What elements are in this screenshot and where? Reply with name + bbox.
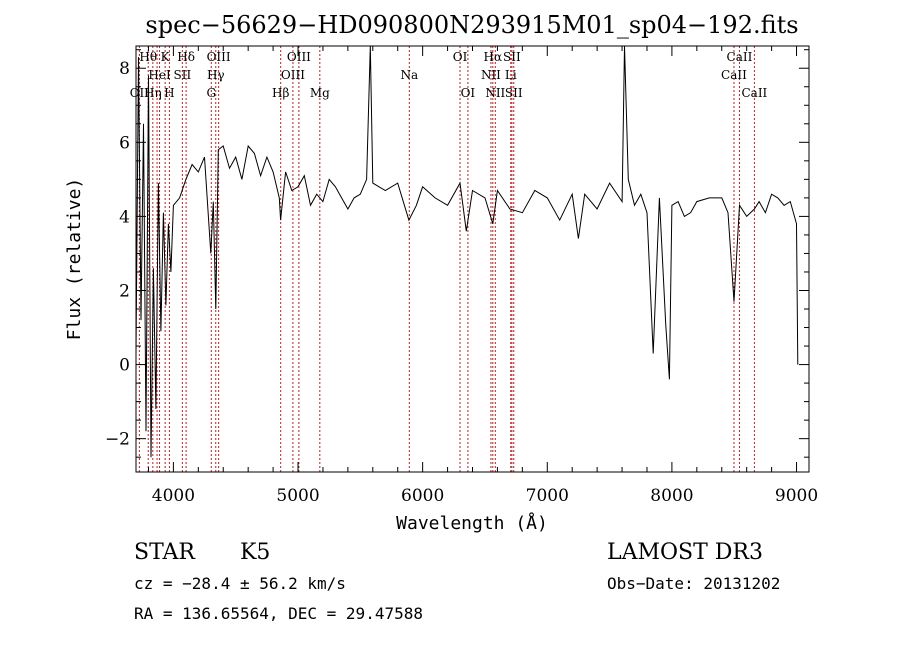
line-label: HeI	[148, 68, 171, 82]
line-label: CaII	[741, 86, 767, 100]
x-tick-label: 6000	[401, 486, 444, 506]
line-label: NII	[485, 86, 505, 100]
line-label: SII	[174, 68, 192, 82]
spectrum-line	[135, 45, 799, 458]
line-label: OIII	[287, 50, 311, 64]
y-axis-ticks: −2 0 2 4 6 8	[105, 49, 809, 458]
line-label: Hδ	[177, 50, 195, 64]
ra-dec: RA = 136.65564, DEC = 29.47588	[134, 604, 423, 623]
line-label: Hη	[144, 86, 162, 100]
y-tick-label: −2	[105, 430, 130, 450]
line-label: OIII	[207, 50, 231, 64]
line-label: Mg	[310, 86, 330, 100]
line-label: H	[164, 86, 174, 100]
y-axis-label: Flux (relative)	[64, 178, 85, 341]
y-tick-label: 0	[119, 356, 130, 376]
line-label: G	[206, 86, 216, 100]
line-label: SII	[505, 86, 523, 100]
line-label: OII	[130, 86, 150, 100]
x-axis-ticks: 4000 5000 6000 7000 8000 9000	[147, 46, 818, 506]
line-label: K	[161, 50, 171, 64]
line-label: Hθ	[139, 50, 157, 64]
line-label: NII	[481, 68, 501, 82]
line-label: Hα	[484, 50, 503, 64]
line-label: CaII	[721, 68, 747, 82]
x-tick-label: 5000	[276, 486, 319, 506]
line-label: Li	[505, 68, 517, 82]
redshift-cz: cz = −28.4 ± 56.2 km/s	[134, 574, 346, 593]
line-label: CaII	[727, 50, 753, 64]
line-label: OI	[461, 86, 476, 100]
line-label: Na	[400, 68, 418, 82]
object-class: STAR	[134, 540, 196, 565]
line-label: SII	[503, 50, 521, 64]
y-tick-label: 2	[119, 281, 130, 301]
y-tick-label: 8	[119, 59, 130, 79]
y-tick-label: 6	[119, 133, 130, 153]
x-tick-label: 7000	[526, 486, 569, 506]
x-axis-label: Wavelength (Å)	[396, 512, 548, 534]
line-label: OIII	[281, 68, 305, 82]
y-tick-label: 4	[119, 207, 130, 227]
chart-title: spec−56629−HD090800N293915M01_sp04−192.f…	[145, 11, 798, 39]
line-label: OI	[453, 50, 468, 64]
line-label: Hβ	[272, 86, 289, 100]
plot-area	[135, 45, 799, 458]
observation-date: Obs−Date: 20131202	[607, 574, 780, 593]
line-label: Hγ	[207, 68, 225, 82]
survey-name: LAMOST DR3	[607, 540, 763, 565]
x-tick-label: 4000	[152, 486, 195, 506]
spectral-line-labels: OIIHθHηHeIKHSIIHδGHγOIIIHβOIIIOIIIMgNaOI…	[130, 50, 768, 100]
object-subclass: K5	[240, 540, 270, 565]
x-tick-label: 9000	[775, 486, 818, 506]
x-tick-label: 8000	[650, 486, 693, 506]
plot-frame	[135, 45, 810, 473]
